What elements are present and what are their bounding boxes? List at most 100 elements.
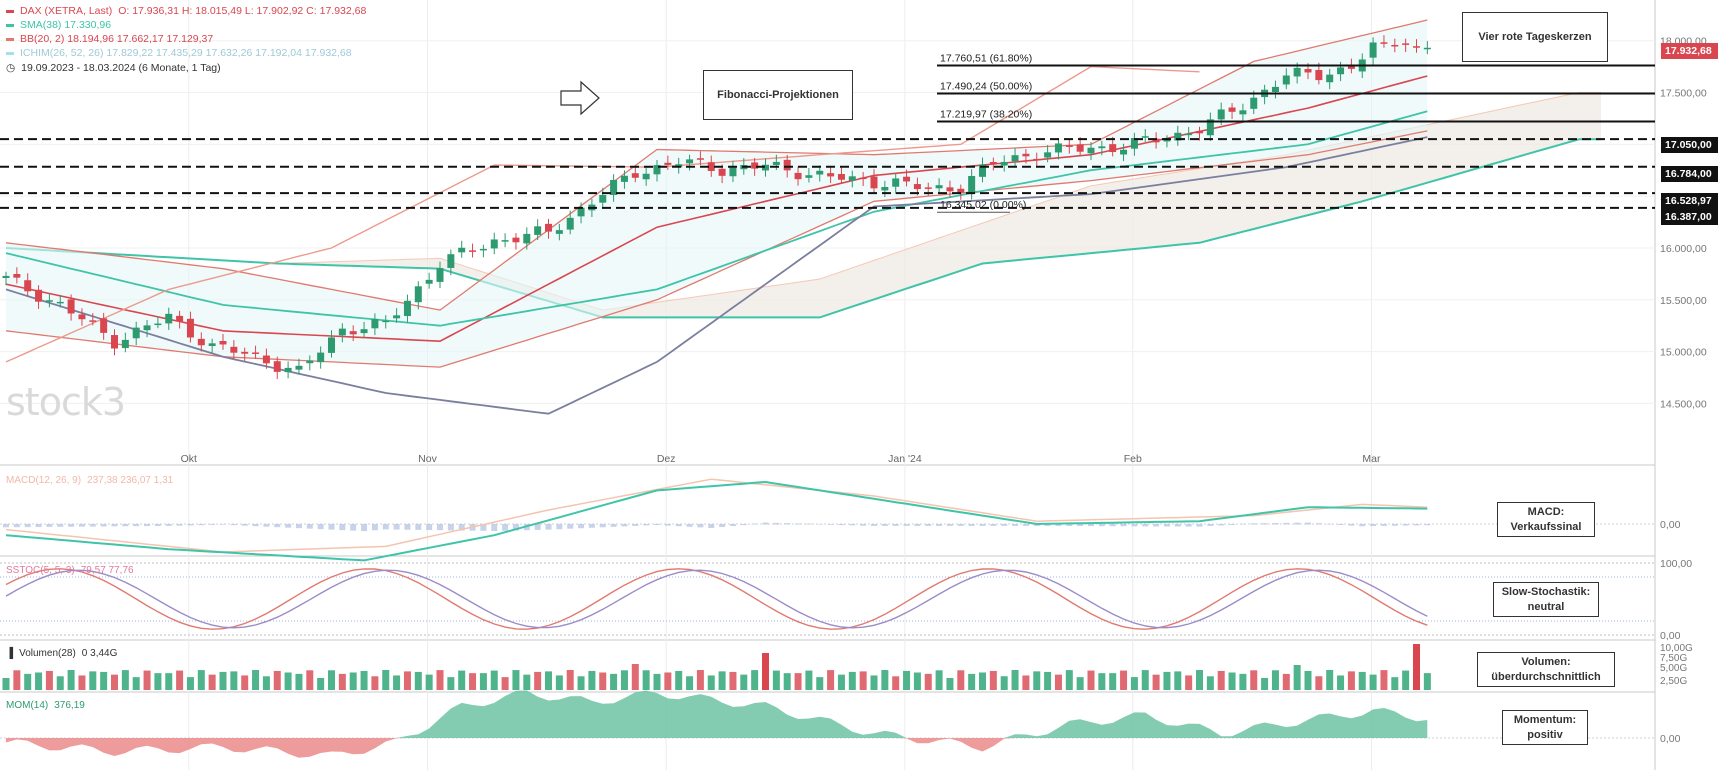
volume-bar (1304, 670, 1312, 690)
volume-bar (230, 671, 238, 690)
macd-histogram-bar (415, 524, 422, 530)
momentum-y-tick: 0,00 (1660, 733, 1681, 745)
candle-down (78, 314, 86, 320)
macd-histogram-bar (317, 524, 324, 530)
macd-histogram-bar (241, 524, 248, 526)
macd-histogram-bar (816, 524, 823, 525)
macd-signal-line (5, 478, 1428, 553)
candle-down (1347, 65, 1355, 69)
volume-bar (208, 674, 216, 690)
volume-bar (729, 671, 737, 690)
macd-histogram-bar (1185, 524, 1192, 527)
volume-bar (1293, 665, 1301, 690)
candle-up (436, 268, 444, 282)
volume-bar (371, 676, 379, 690)
candle-down (1152, 138, 1160, 143)
macd-histogram-bar (3, 524, 9, 528)
macd-histogram-bar (458, 524, 465, 531)
candle-down (946, 187, 954, 192)
macd-histogram-bar (220, 524, 226, 525)
macd-histogram-bar (1109, 524, 1116, 527)
volume-bar (458, 670, 466, 690)
macd-histogram-bar (1402, 524, 1409, 526)
candle-down (67, 299, 75, 314)
macd-histogram-bar (1294, 522, 1301, 525)
volume-bar (219, 671, 227, 690)
candle-up (1044, 152, 1052, 158)
macd-histogram-bar (154, 524, 161, 526)
macd-histogram-bar (588, 524, 595, 528)
instrument-swatch (6, 9, 14, 13)
candle-down (241, 351, 249, 354)
macd-histogram-bar (13, 524, 20, 528)
volume-bar (67, 670, 75, 690)
volume-bar (35, 672, 43, 690)
volume-bar (566, 670, 574, 690)
candle-up (56, 301, 64, 304)
candle-up (881, 187, 889, 191)
candle-down (827, 173, 835, 177)
macd-histogram-bar (610, 524, 617, 527)
candle-up (1141, 136, 1149, 138)
candle-down (1315, 69, 1323, 81)
volume-bar (1033, 671, 1041, 690)
macd-histogram-bar (133, 524, 140, 527)
macd-histogram-bar (230, 524, 237, 526)
volume-icon: ▐ (6, 648, 14, 659)
macd-histogram-bar (1283, 522, 1290, 525)
macd-histogram-bar (708, 524, 715, 528)
macd-histogram-bar (599, 524, 606, 528)
volume-bar (631, 664, 639, 690)
momentum-note-text: positiv (1527, 728, 1563, 741)
candle-up (935, 185, 943, 189)
volume-note: Volumen: überdurchschnittlich (1477, 652, 1615, 687)
macd-histogram-bar (176, 524, 183, 526)
volume-bar (957, 670, 965, 690)
volume-bar (425, 674, 433, 690)
macd-histogram-bar (556, 524, 563, 530)
volume-bar (165, 673, 173, 690)
candle-down (1391, 44, 1399, 47)
volume-bar (903, 670, 911, 690)
volume-bar (979, 672, 986, 690)
macd-histogram-bar (502, 524, 509, 531)
candle-up (447, 254, 455, 268)
candle-up (121, 339, 129, 349)
candle-up (1239, 110, 1247, 115)
volume-bar (1152, 674, 1160, 690)
macd-histogram-bar (838, 524, 845, 526)
candle-up (295, 365, 303, 370)
candle-down (783, 159, 791, 171)
volume-bar (1174, 671, 1182, 690)
sma-line (5, 110, 1428, 327)
candle-up (132, 327, 140, 339)
macd-histogram-bar (89, 524, 96, 527)
candle-up (414, 286, 422, 303)
candle-down (545, 223, 552, 232)
macd-histogram-bar (729, 524, 736, 527)
volume-bar (338, 673, 346, 690)
candle-up (360, 329, 368, 334)
macd-histogram-bar (892, 524, 899, 526)
candle-up (1174, 132, 1182, 141)
macd-histogram-bar (46, 524, 53, 527)
header-line-5: ◷ 19.09.2023 - 18.03.2024 (6 Monate, 1 Ta… (6, 62, 227, 75)
header-line-3: BB(20, 2) 18.194,96 17.662,17 17.129,37 (6, 33, 219, 46)
header-line-2: SMA(38) 17.330,96 (6, 19, 117, 32)
candle-up (1120, 149, 1128, 155)
candle-up (816, 170, 824, 175)
macd-histogram-bar (1272, 523, 1279, 525)
volume-bar (1380, 670, 1388, 690)
fib-label: 16.345,02 (0.00%) (940, 199, 1026, 211)
macd-histogram-bar (1261, 523, 1268, 525)
candle-down (707, 162, 715, 171)
candle-up (403, 300, 411, 317)
volume-bar (859, 671, 867, 690)
volume-bar (968, 673, 976, 690)
macd-histogram-bar (361, 524, 368, 532)
macd-histogram-bar (968, 524, 975, 526)
y-tick-label: 17.500,00 (1660, 88, 1707, 100)
volume-bar (1065, 670, 1073, 690)
candle-down (718, 168, 726, 176)
